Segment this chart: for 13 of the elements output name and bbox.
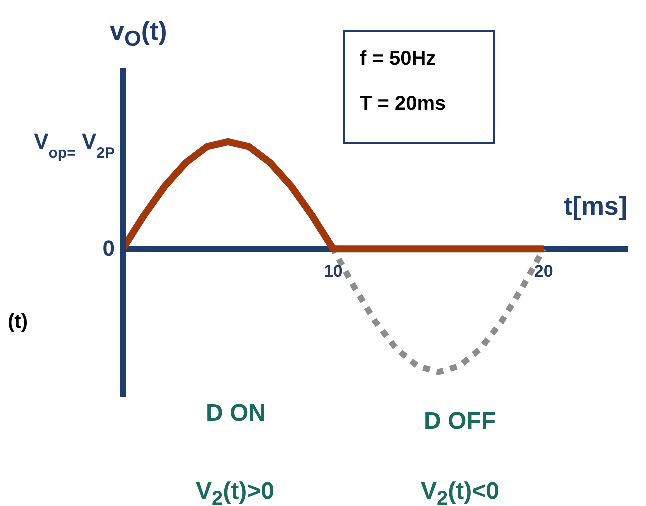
- text: D OFF: [424, 408, 496, 436]
- text: f = 50Hz: [360, 48, 436, 71]
- text: V$_{op=}$ V$_{2P}$: [34, 128, 115, 162]
- text: V$_{2}$(t)>0: [196, 478, 274, 506]
- x-tick-label: 20: [534, 262, 554, 282]
- text: 0: [102, 236, 115, 262]
- text: (t): [8, 311, 28, 334]
- text: D ON: [206, 400, 266, 428]
- x-axis-title: t[ms]: [564, 191, 628, 222]
- x-tick-label: 10: [324, 262, 343, 282]
- y-axis-title: v$_{O}$(t): [110, 16, 168, 52]
- text: V$_{2}$(t)<0: [421, 478, 500, 506]
- text: T = 20ms: [360, 93, 446, 116]
